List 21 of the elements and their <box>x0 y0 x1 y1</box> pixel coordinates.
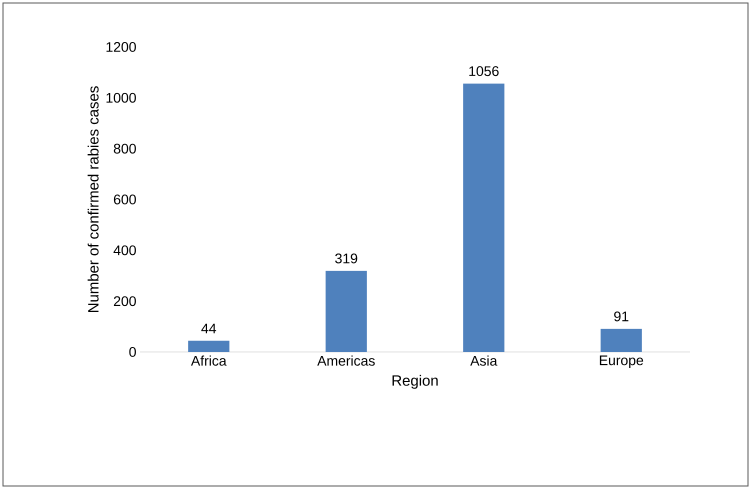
data-label: 44 <box>201 324 216 334</box>
x-tick-label: Americas <box>317 356 375 366</box>
bar <box>600 328 642 352</box>
y-tick-label: 600 <box>114 194 136 204</box>
x-tick-label: Europe <box>600 356 644 368</box>
data-label: 1056 <box>469 66 499 76</box>
data-label: 319 <box>335 254 358 264</box>
x-tick-label: Africa <box>190 356 227 366</box>
x-axis-title: Region <box>392 374 438 389</box>
y-axis-title: Number of confirmed rabies cases <box>88 86 99 312</box>
y-tick-label: 1000 <box>106 92 136 103</box>
y-tick-label: 400 <box>114 245 136 256</box>
bar <box>326 270 367 352</box>
bar <box>188 340 230 352</box>
bar <box>463 84 504 352</box>
data-label: 91 <box>614 311 628 322</box>
y-tick-label: 200 <box>114 296 136 306</box>
y-tick-label: 800 <box>114 144 136 154</box>
x-tick-label: Asia <box>470 356 498 366</box>
y-tick-label: 0 <box>129 347 136 357</box>
y-tick-label: 1200 <box>106 42 136 52</box>
